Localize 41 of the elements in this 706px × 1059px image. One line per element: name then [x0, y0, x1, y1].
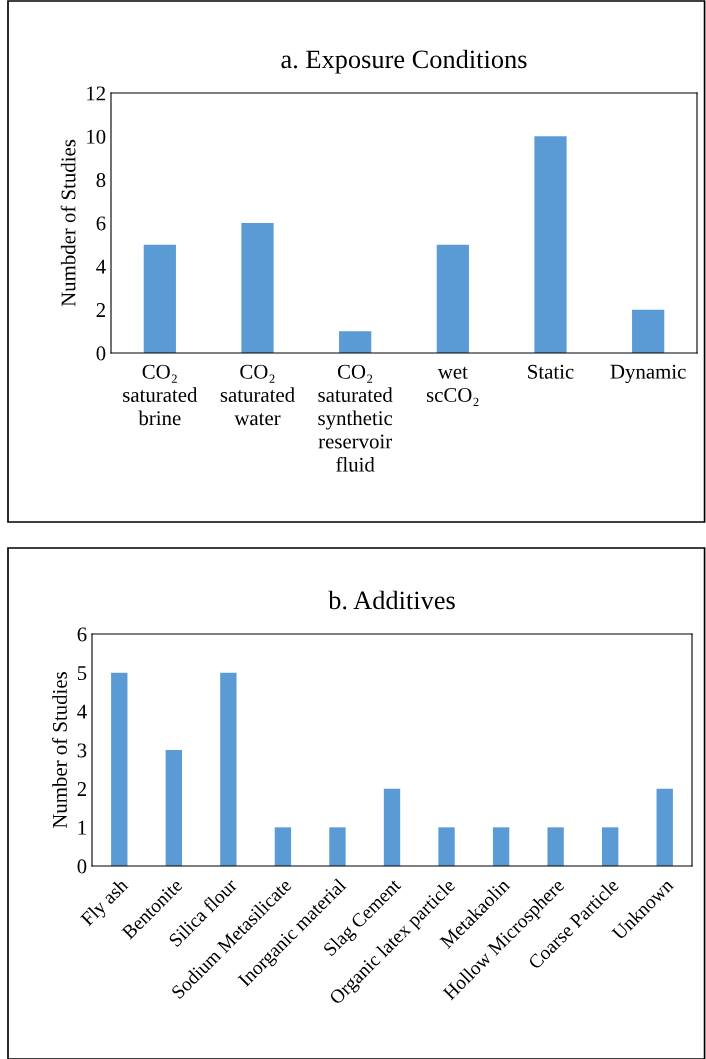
bar: [492, 827, 510, 866]
bar: [143, 244, 176, 353]
y-tick-label: 2: [77, 782, 86, 796]
bar: [329, 827, 346, 866]
bar: [547, 827, 564, 866]
chart-title: a. Exposure Conditions: [281, 49, 527, 74]
bar: [436, 244, 469, 353]
y-tick-label: 0: [77, 859, 87, 874]
bar: [383, 788, 401, 866]
chart-title: b. Additives: [328, 590, 455, 610]
y-tick-label: 5: [77, 666, 87, 681]
bar: [111, 672, 128, 866]
bar: [241, 223, 274, 353]
bar: [165, 750, 182, 866]
y-axis-title: Number of Studies: [52, 672, 67, 829]
y-tick-label: 8: [96, 173, 106, 188]
bar: [438, 827, 455, 866]
x-tick-label: CO₂ saturated water: [220, 364, 295, 426]
y-tick-label: 12: [87, 86, 105, 101]
bar: [534, 136, 567, 353]
y-tick-label: 6: [96, 216, 106, 231]
y-tick-label: 4: [77, 704, 87, 719]
bar: [656, 788, 673, 866]
y-tick-label: 3: [77, 743, 87, 758]
x-tick-label: CO₂ saturated synthetic reservoir fluid: [318, 364, 393, 472]
bar: [220, 672, 237, 866]
x-tick-label: Static: [528, 364, 574, 379]
bar: [602, 827, 619, 866]
x-tick-label: CO₂ saturated brine: [123, 364, 198, 426]
bar: [339, 331, 372, 353]
y-tick-label: 0: [96, 346, 106, 361]
x-tick-label: wet scCO₂: [426, 366, 479, 407]
bar: [274, 827, 292, 866]
y-tick-label: 10: [87, 129, 106, 144]
y-tick-label: 6: [77, 627, 87, 642]
y-tick-label: 4: [96, 259, 106, 274]
y-axis-title: Numbder of Studies: [60, 139, 76, 307]
y-tick-label: 1: [78, 820, 86, 835]
x-tick-label: Dynamic: [610, 364, 686, 383]
bar: [632, 309, 665, 353]
y-tick-label: 2: [96, 303, 105, 317]
